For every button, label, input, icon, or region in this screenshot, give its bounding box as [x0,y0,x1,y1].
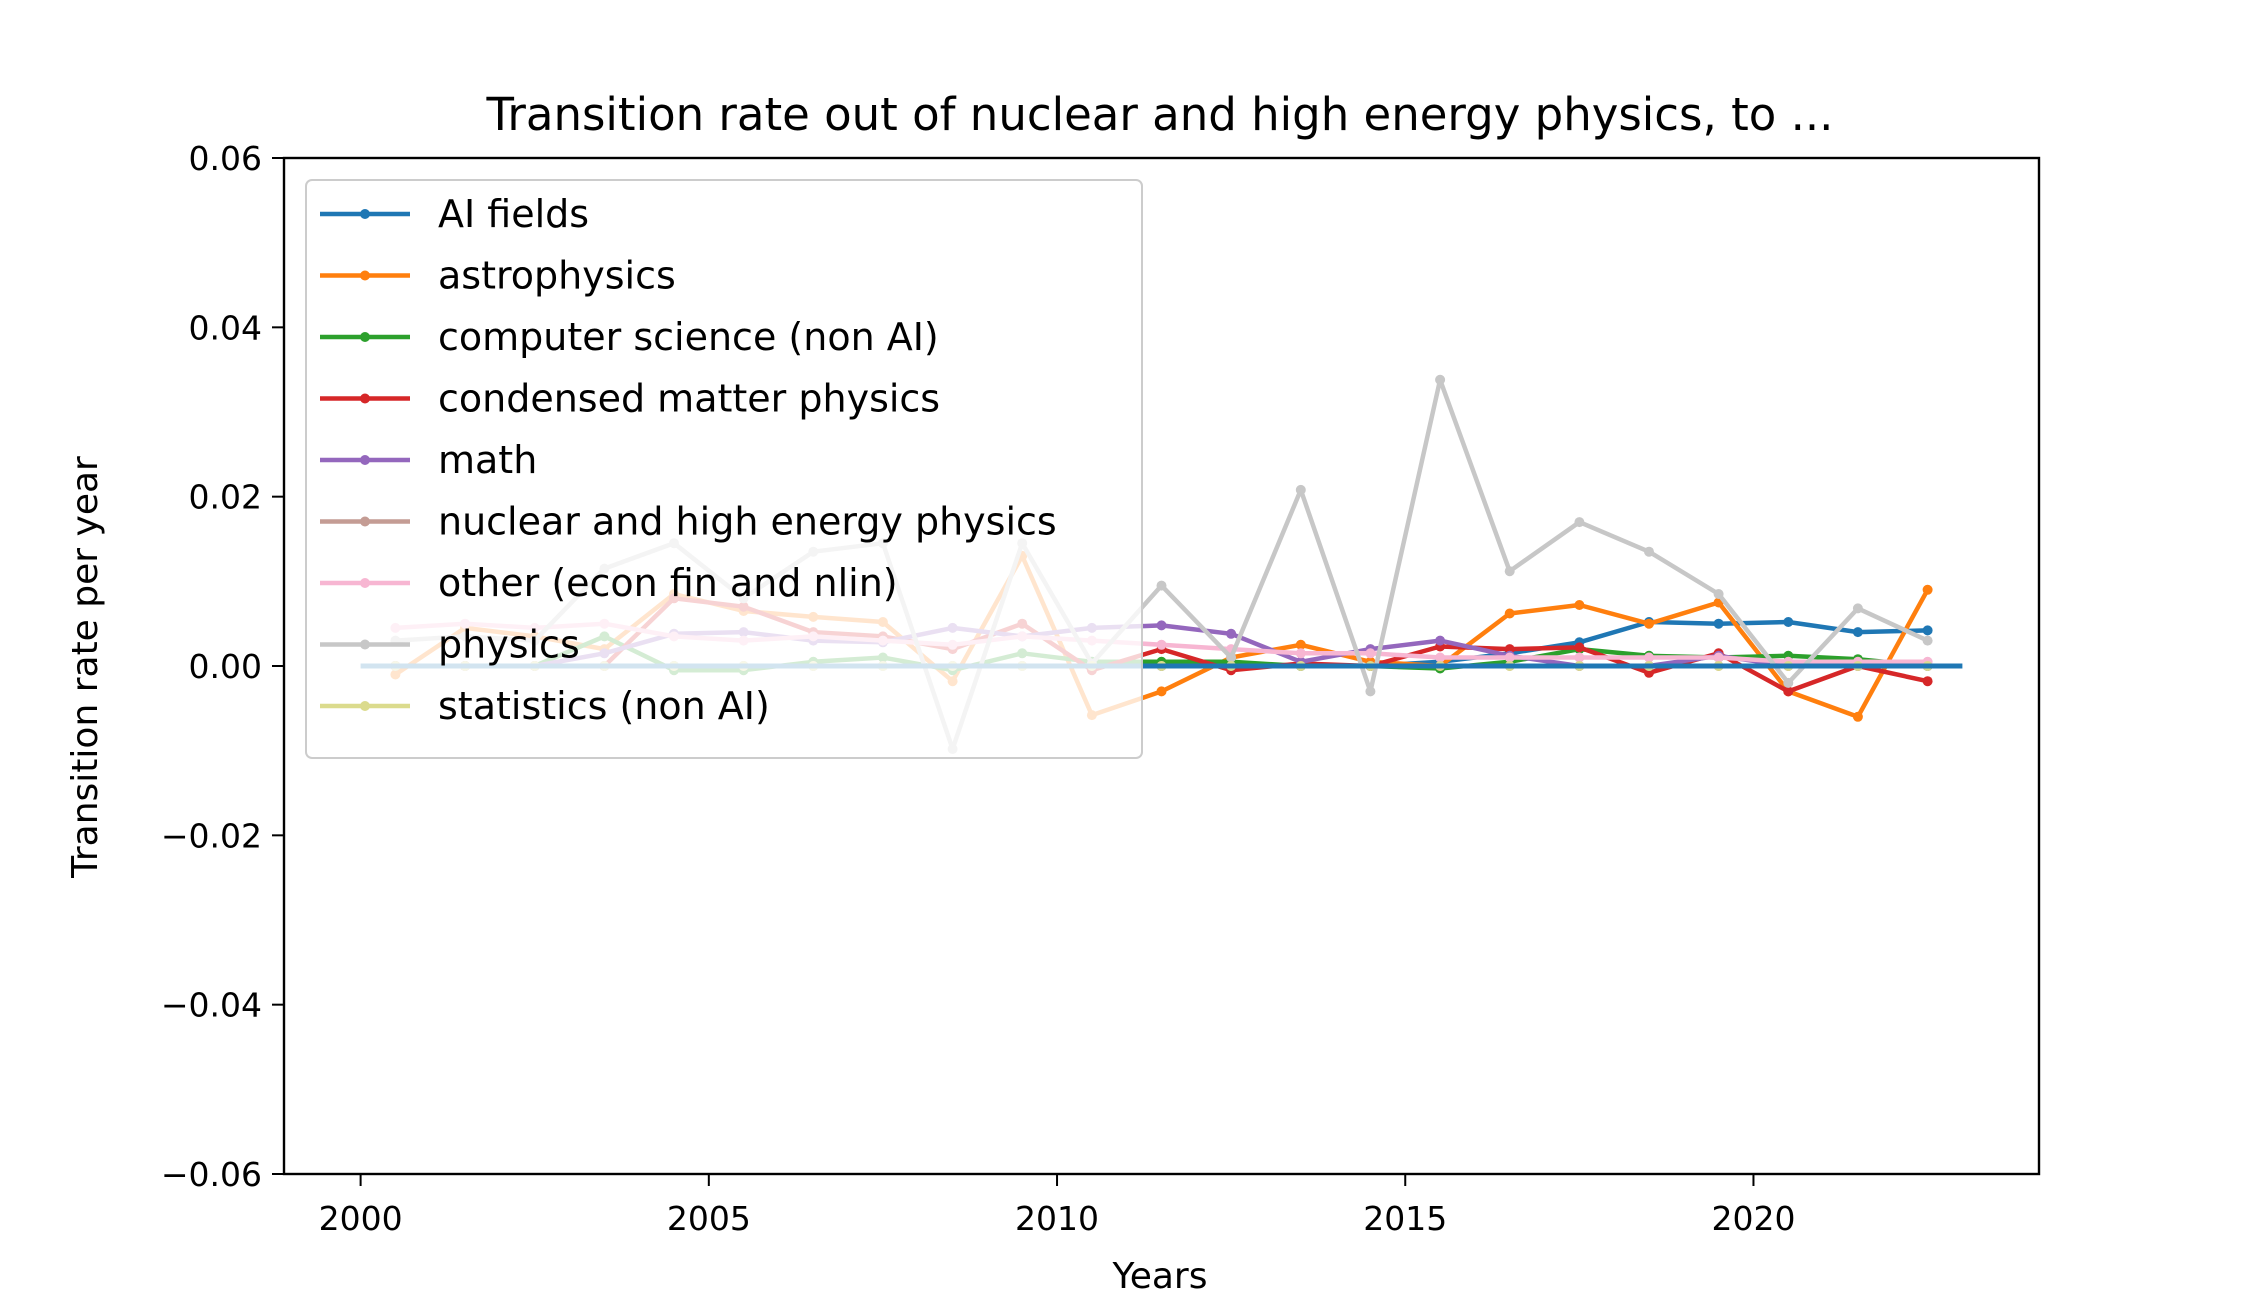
data-point [1295,484,1306,495]
legend-label: other (econ fin and nlin) [438,561,898,605]
data-point [1852,603,1863,614]
data-point [1922,635,1933,646]
y-tick-label: 0.00 [189,647,262,686]
chart-title: Transition rate out of nuclear and high … [486,88,1834,141]
legend-label: computer science (non AI) [438,315,939,359]
data-point [1226,628,1237,639]
x-axis-label: Years [1112,1256,1208,1297]
data-point [1574,652,1585,663]
data-point [1644,618,1654,629]
data-point [1922,584,1933,595]
legend-item: physics [320,623,580,667]
data-point [1504,566,1515,577]
data-point [1156,620,1167,631]
legend-label: statistics (non AI) [438,684,770,728]
legend-label: physics [438,623,580,667]
x-tick-label: 2010 [1015,1199,1099,1238]
data-point [1922,676,1933,687]
x-tick-label: 2000 [319,1199,403,1238]
legend-marker [360,393,370,404]
data-point [1574,642,1585,653]
legend-label: nuclear and high energy physics [438,500,1057,544]
data-point [1156,639,1167,650]
data-point [1713,618,1724,629]
data-point [1295,639,1306,650]
legend-item: other (econ fin and nlin) [320,561,898,605]
legend-marker [360,270,370,281]
data-point [1783,677,1794,688]
legend-item: computer science (non AI) [320,315,939,359]
legend-item: astrophysics [320,254,676,298]
legend-marker [360,639,370,650]
data-point [1156,686,1167,697]
y-tick-label: 0.04 [189,308,262,347]
legend-marker [360,455,370,465]
data-point [1435,635,1446,646]
y-tick-label: 0.02 [189,478,262,517]
data-point [1852,711,1863,722]
legend-marker [360,701,370,711]
data-point [1783,686,1794,697]
data-point [1852,627,1863,638]
legend-item: condensed matter physics [320,377,940,421]
axis-ticks: 2000 2005 2010 2015 2020 −0.06 −0.04 −0.02 0.00 0… [161,139,1796,1238]
data-point [1226,652,1237,663]
y-axis-label: Transition rate per year [65,456,106,879]
legend-item: AI fields [320,192,589,236]
x-tick-label: 2015 [1363,1199,1447,1238]
legend-box [305,179,1143,759]
data-point [1922,625,1933,636]
data-point [1713,589,1724,599]
legend: AI fields astrophysics computer science (n… [305,179,1143,759]
legend-item: math [320,438,537,482]
data-point [1644,546,1654,557]
data-point [1156,580,1167,591]
legend-label: math [438,438,537,482]
data-point [1504,652,1515,663]
data-point [1713,652,1724,663]
legend-marker [360,516,370,527]
legend-item: nuclear and high energy physics [320,500,1057,544]
x-tick-label: 2020 [1711,1199,1795,1238]
data-point [1365,686,1376,697]
legend-label: astrophysics [438,254,676,298]
data-point [1783,617,1794,627]
x-tick-label: 2005 [667,1199,751,1238]
data-point [1574,600,1585,610]
y-tick-label: −0.04 [161,986,262,1025]
legend-marker [360,332,370,342]
data-point [1365,648,1376,659]
legend-marker [360,578,370,588]
y-tick-label: −0.02 [161,816,262,855]
data-point [1504,608,1515,619]
y-tick-label: −0.06 [161,1155,262,1194]
data-point [1574,517,1585,528]
legend-item: statistics (non AI) [320,684,770,728]
data-point [1644,652,1654,663]
legend-label: condensed matter physics [438,377,940,421]
legend-label: AI fields [438,192,589,236]
legend-marker [360,209,370,219]
y-tick-label: 0.06 [189,139,262,178]
data-point [1435,652,1446,663]
data-point [1435,374,1446,385]
data-point [1295,648,1306,659]
